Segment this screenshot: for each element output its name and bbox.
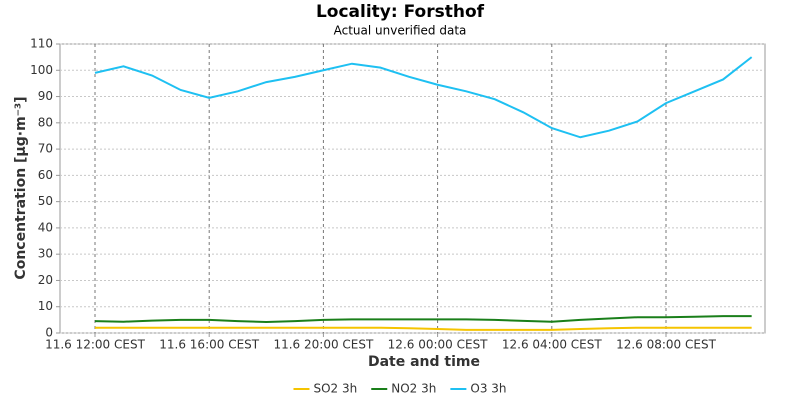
y-axis-label: Concentration [µg·m⁻³] <box>13 96 29 279</box>
y-tick-label: 0 <box>45 326 53 340</box>
y-tick-label: 70 <box>38 142 53 156</box>
series-line <box>94 315 752 323</box>
x-tick-label: 11.6 20:00 CEST <box>273 338 374 352</box>
plot-area <box>59 43 766 334</box>
y-tick-label: 40 <box>38 220 53 234</box>
y-tick-label: 90 <box>38 89 53 103</box>
x-tick-label: 12.6 00:00 CEST <box>388 338 489 352</box>
y-tick-label: 10 <box>38 299 53 313</box>
x-tick-label: 12.6 08:00 CEST <box>616 338 717 352</box>
legend: SO2 3h NO2 3h O3 3h <box>293 382 507 396</box>
x-tick-label: 11.6 16:00 CEST <box>159 338 260 352</box>
y-tick-label: 30 <box>38 247 53 261</box>
legend-label: SO2 3h <box>313 382 357 396</box>
y-tick-label: 20 <box>38 273 53 287</box>
series-line <box>95 326 752 331</box>
y-tick-label: 50 <box>38 194 53 208</box>
y-tick-label: 80 <box>38 115 53 129</box>
chart-subtitle: Actual unverified data <box>334 24 467 38</box>
series-line <box>94 56 753 139</box>
x-tick-label: 11.6 12:00 CEST <box>45 338 146 352</box>
y-tick-label: 60 <box>38 168 53 182</box>
y-tick-label: 110 <box>30 37 53 51</box>
x-axis-label: Date and time <box>368 354 480 370</box>
x-tick-label: 12.6 04:00 CEST <box>502 338 603 352</box>
chart-title: Locality: Forsthof <box>316 2 485 22</box>
y-tick-label: 100 <box>30 63 53 77</box>
legend-label: O3 3h <box>470 382 506 396</box>
legend-label: NO2 3h <box>391 382 436 396</box>
